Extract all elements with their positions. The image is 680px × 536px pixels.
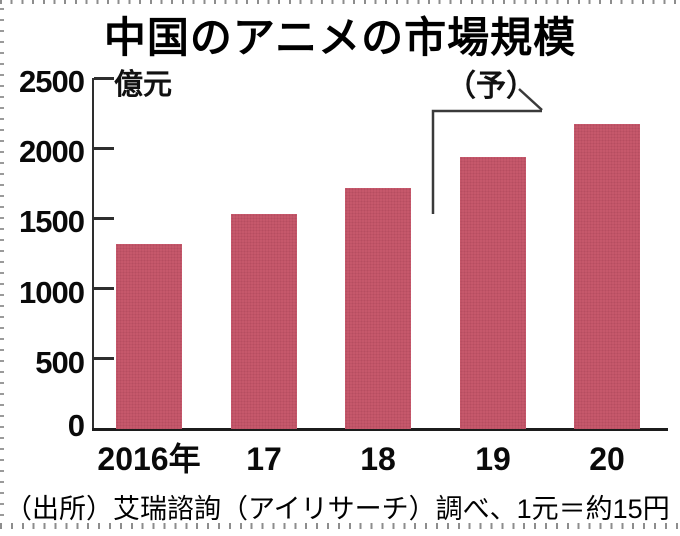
dashed-border-left	[0, 8, 4, 524]
y-axis-tick-2000	[94, 146, 114, 150]
forecast-annotation-label: （予）	[446, 70, 536, 103]
bar-17	[231, 214, 297, 429]
y-axis-label-1000: 1000	[19, 274, 85, 310]
y-axis-label-500: 500	[35, 344, 85, 380]
dashed-border-bottom	[0, 523, 680, 529]
chart-title: 中国のアニメの市場規模	[103, 14, 577, 61]
bar-20	[574, 124, 640, 429]
bar-19	[460, 157, 526, 429]
source-note: （出所）艾瑞諮詢（アイリサーチ）調べ、1元＝約15円	[5, 494, 670, 524]
x-axis-label-18: 18	[360, 441, 396, 477]
y-axis-tick-1500	[94, 216, 114, 220]
y-axis-tick-500	[94, 357, 114, 361]
x-axis-label-20: 20	[589, 441, 625, 477]
y-axis-label-2500: 2500	[19, 64, 85, 99]
y-axis-line	[92, 78, 94, 431]
y-axis-unit-label: 億元	[114, 69, 173, 101]
y-axis-label-1500: 1500	[19, 204, 85, 240]
y-axis-label-0: 0	[67, 408, 85, 443]
x-axis-label-2016年: 2016年	[97, 441, 201, 477]
y-axis-tick-1000	[94, 287, 114, 291]
y-axis-tick-2500	[94, 76, 114, 80]
y-axis-label-2000: 2000	[19, 134, 85, 170]
dashed-border-top	[0, 0, 680, 4]
x-axis-label-19: 19	[475, 441, 511, 477]
x-axis-label-17: 17	[246, 441, 282, 477]
bar-18	[345, 188, 411, 429]
x-axis-baseline	[92, 428, 668, 431]
bar-2016年	[116, 244, 182, 429]
